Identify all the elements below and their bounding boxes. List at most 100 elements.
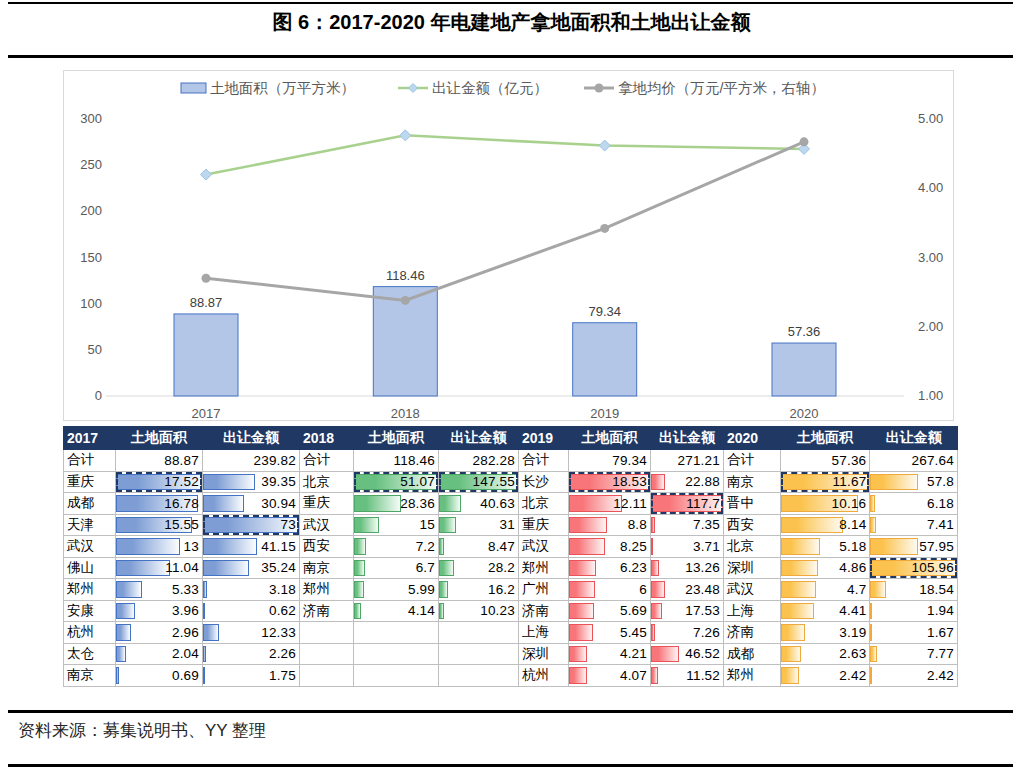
value-cell: 0.62 (203, 600, 300, 622)
header-amount: 出让金额 (870, 427, 958, 450)
header-area: 土地面积 (354, 427, 439, 450)
value-cell: 2.42 (780, 665, 870, 687)
value-cell: 2.63 (780, 643, 870, 665)
header-year: 2017 (64, 427, 116, 450)
value-cell: 15 (354, 514, 439, 536)
value-text: 6.7 (354, 560, 438, 575)
bar-value-label: 118.46 (386, 268, 425, 283)
value-cell: 7.77 (870, 643, 958, 665)
city-cell: 济南 (724, 622, 781, 644)
value-cell: 4.86 (780, 557, 870, 579)
value-text: 13 (116, 539, 202, 554)
city-cell: 武汉 (300, 514, 354, 536)
city-cell: 深圳 (519, 643, 569, 665)
value-cell: 41.15 (203, 536, 300, 558)
diamond-marker (201, 169, 212, 180)
value-text: 239.82 (203, 453, 299, 468)
city-cell: 深圳 (724, 557, 781, 579)
value-text: 2.04 (116, 646, 202, 661)
table-row: 济南4.1410.23 (300, 600, 519, 622)
value-text: 2.63 (781, 646, 870, 661)
city-cell: 济南 (519, 600, 569, 622)
value-text: 282.28 (439, 453, 518, 468)
bar-value-label: 57.36 (788, 324, 821, 339)
value-cell: 8.47 (439, 536, 519, 558)
table-row: 西安7.28.47 (300, 536, 519, 558)
value-cell: 7.26 (651, 622, 724, 644)
city-cell: 太仓 (64, 643, 116, 665)
value-text: 5.69 (569, 603, 650, 618)
value-text: 8.25 (569, 539, 650, 554)
table-row: 广州623.48 (519, 579, 724, 601)
city-cell: 上海 (519, 622, 569, 644)
city-cell (300, 665, 354, 687)
table-row: 天津15.5573 (64, 514, 300, 536)
value-cell: 5.99 (354, 579, 439, 601)
table-row: 西安8.147.41 (724, 514, 958, 536)
value-text: 28.36 (354, 496, 438, 511)
left-axis-tick: 0 (95, 388, 102, 403)
city-cell: 武汉 (519, 536, 569, 558)
value-cell (354, 665, 439, 687)
table-row: 合计57.36267.64 (724, 450, 958, 472)
value-cell: 8.25 (569, 536, 651, 558)
city-cell: 成都 (64, 493, 116, 515)
table-row: 杭州2.9612.33 (64, 622, 300, 644)
value-text: 8.47 (439, 539, 518, 554)
max-highlight-box (651, 493, 723, 514)
category-label: 2018 (391, 406, 420, 420)
value-text: 57.36 (781, 453, 870, 468)
city-cell: 郑州 (64, 579, 116, 601)
left-axis-tick: 200 (80, 203, 102, 218)
table-row: 北京5.1857.95 (724, 536, 958, 558)
table-row: 济南3.191.67 (724, 622, 958, 644)
land-table: 2017土地面积出让金额合计88.87239.82重庆17.5239.35成都1… (63, 426, 958, 685)
year-group-2020: 2020土地面积出让金额合计57.36267.64南京11.6757.8晋中10… (723, 426, 958, 687)
value-cell: 2.04 (116, 643, 203, 665)
city-cell: 杭州 (64, 622, 116, 644)
table-row: 晋中10.166.18 (724, 493, 958, 515)
value-cell (439, 665, 519, 687)
value-text: 3.96 (116, 603, 202, 618)
city-cell: 重庆 (64, 471, 116, 493)
value-cell: 4.14 (354, 600, 439, 622)
legend-price-marker (595, 84, 604, 93)
value-cell: 267.64 (870, 450, 958, 472)
value-text: 11.04 (116, 560, 202, 575)
left-axis-tick: 250 (80, 157, 102, 172)
right-axis-tick: 1.00 (918, 388, 943, 403)
value-cell: 7.41 (870, 514, 958, 536)
value-cell: 118.46 (354, 450, 439, 472)
value-cell: 239.82 (203, 450, 300, 472)
figure-title: 图 6：2017-2020 年电建地产拿地面积和土地出让金额 (0, 9, 1023, 36)
amount-line (206, 135, 804, 174)
source-divider-top (8, 710, 1013, 713)
value-text: 30.94 (203, 496, 299, 511)
city-cell: 济南 (300, 600, 354, 622)
value-cell: 88.87 (116, 450, 203, 472)
source-note: 资料来源：募集说明书、YY 整理 (18, 719, 266, 742)
value-text: 13.26 (651, 560, 723, 575)
table-row: 郑州5.9916.2 (300, 579, 519, 601)
legend-price-label: 拿地均价（万元/平方米，右轴） (618, 80, 825, 96)
table-row: 南京0.691.75 (64, 665, 300, 687)
city-cell: 晋中 (724, 493, 781, 515)
value-cell: 39.35 (203, 471, 300, 493)
city-cell: 重庆 (300, 493, 354, 515)
value-text: 40.63 (439, 496, 518, 511)
header-year: 2019 (519, 427, 569, 450)
combo-chart: 0501001502002503001.002.003.004.005.0020… (64, 71, 953, 420)
value-cell: 1.75 (203, 665, 300, 687)
value-cell: 6 (569, 579, 651, 601)
value-cell: 12.11 (569, 493, 651, 515)
table-row: 深圳4.86105.96 (724, 557, 958, 579)
category-label: 2017 (192, 406, 221, 420)
city-cell: 安康 (64, 600, 116, 622)
table-row: 武汉8.253.71 (519, 536, 724, 558)
value-text: 5.99 (354, 582, 438, 597)
category-label: 2019 (590, 406, 619, 420)
value-text: 46.52 (651, 646, 723, 661)
table-row (300, 643, 519, 665)
value-cell: 11.52 (651, 665, 724, 687)
value-cell: 11.67 (780, 471, 870, 493)
